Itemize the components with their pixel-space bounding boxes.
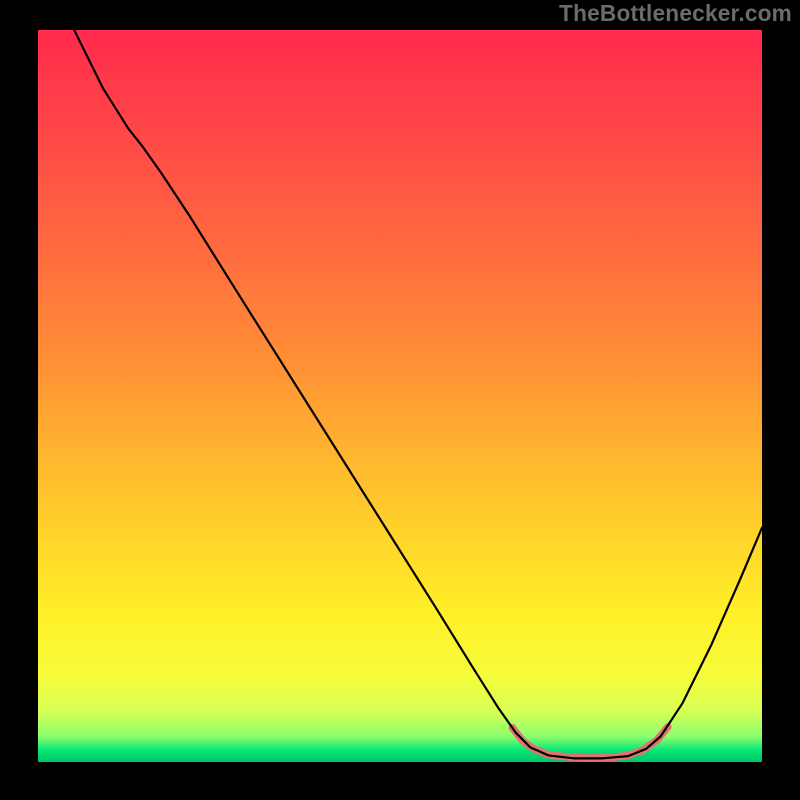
chart-stage: TheBottlenecker.com xyxy=(0,0,800,800)
bottleneck-curve-chart xyxy=(0,0,800,800)
watermark-text: TheBottlenecker.com xyxy=(559,0,792,27)
heatmap-gradient-plot xyxy=(38,30,762,762)
